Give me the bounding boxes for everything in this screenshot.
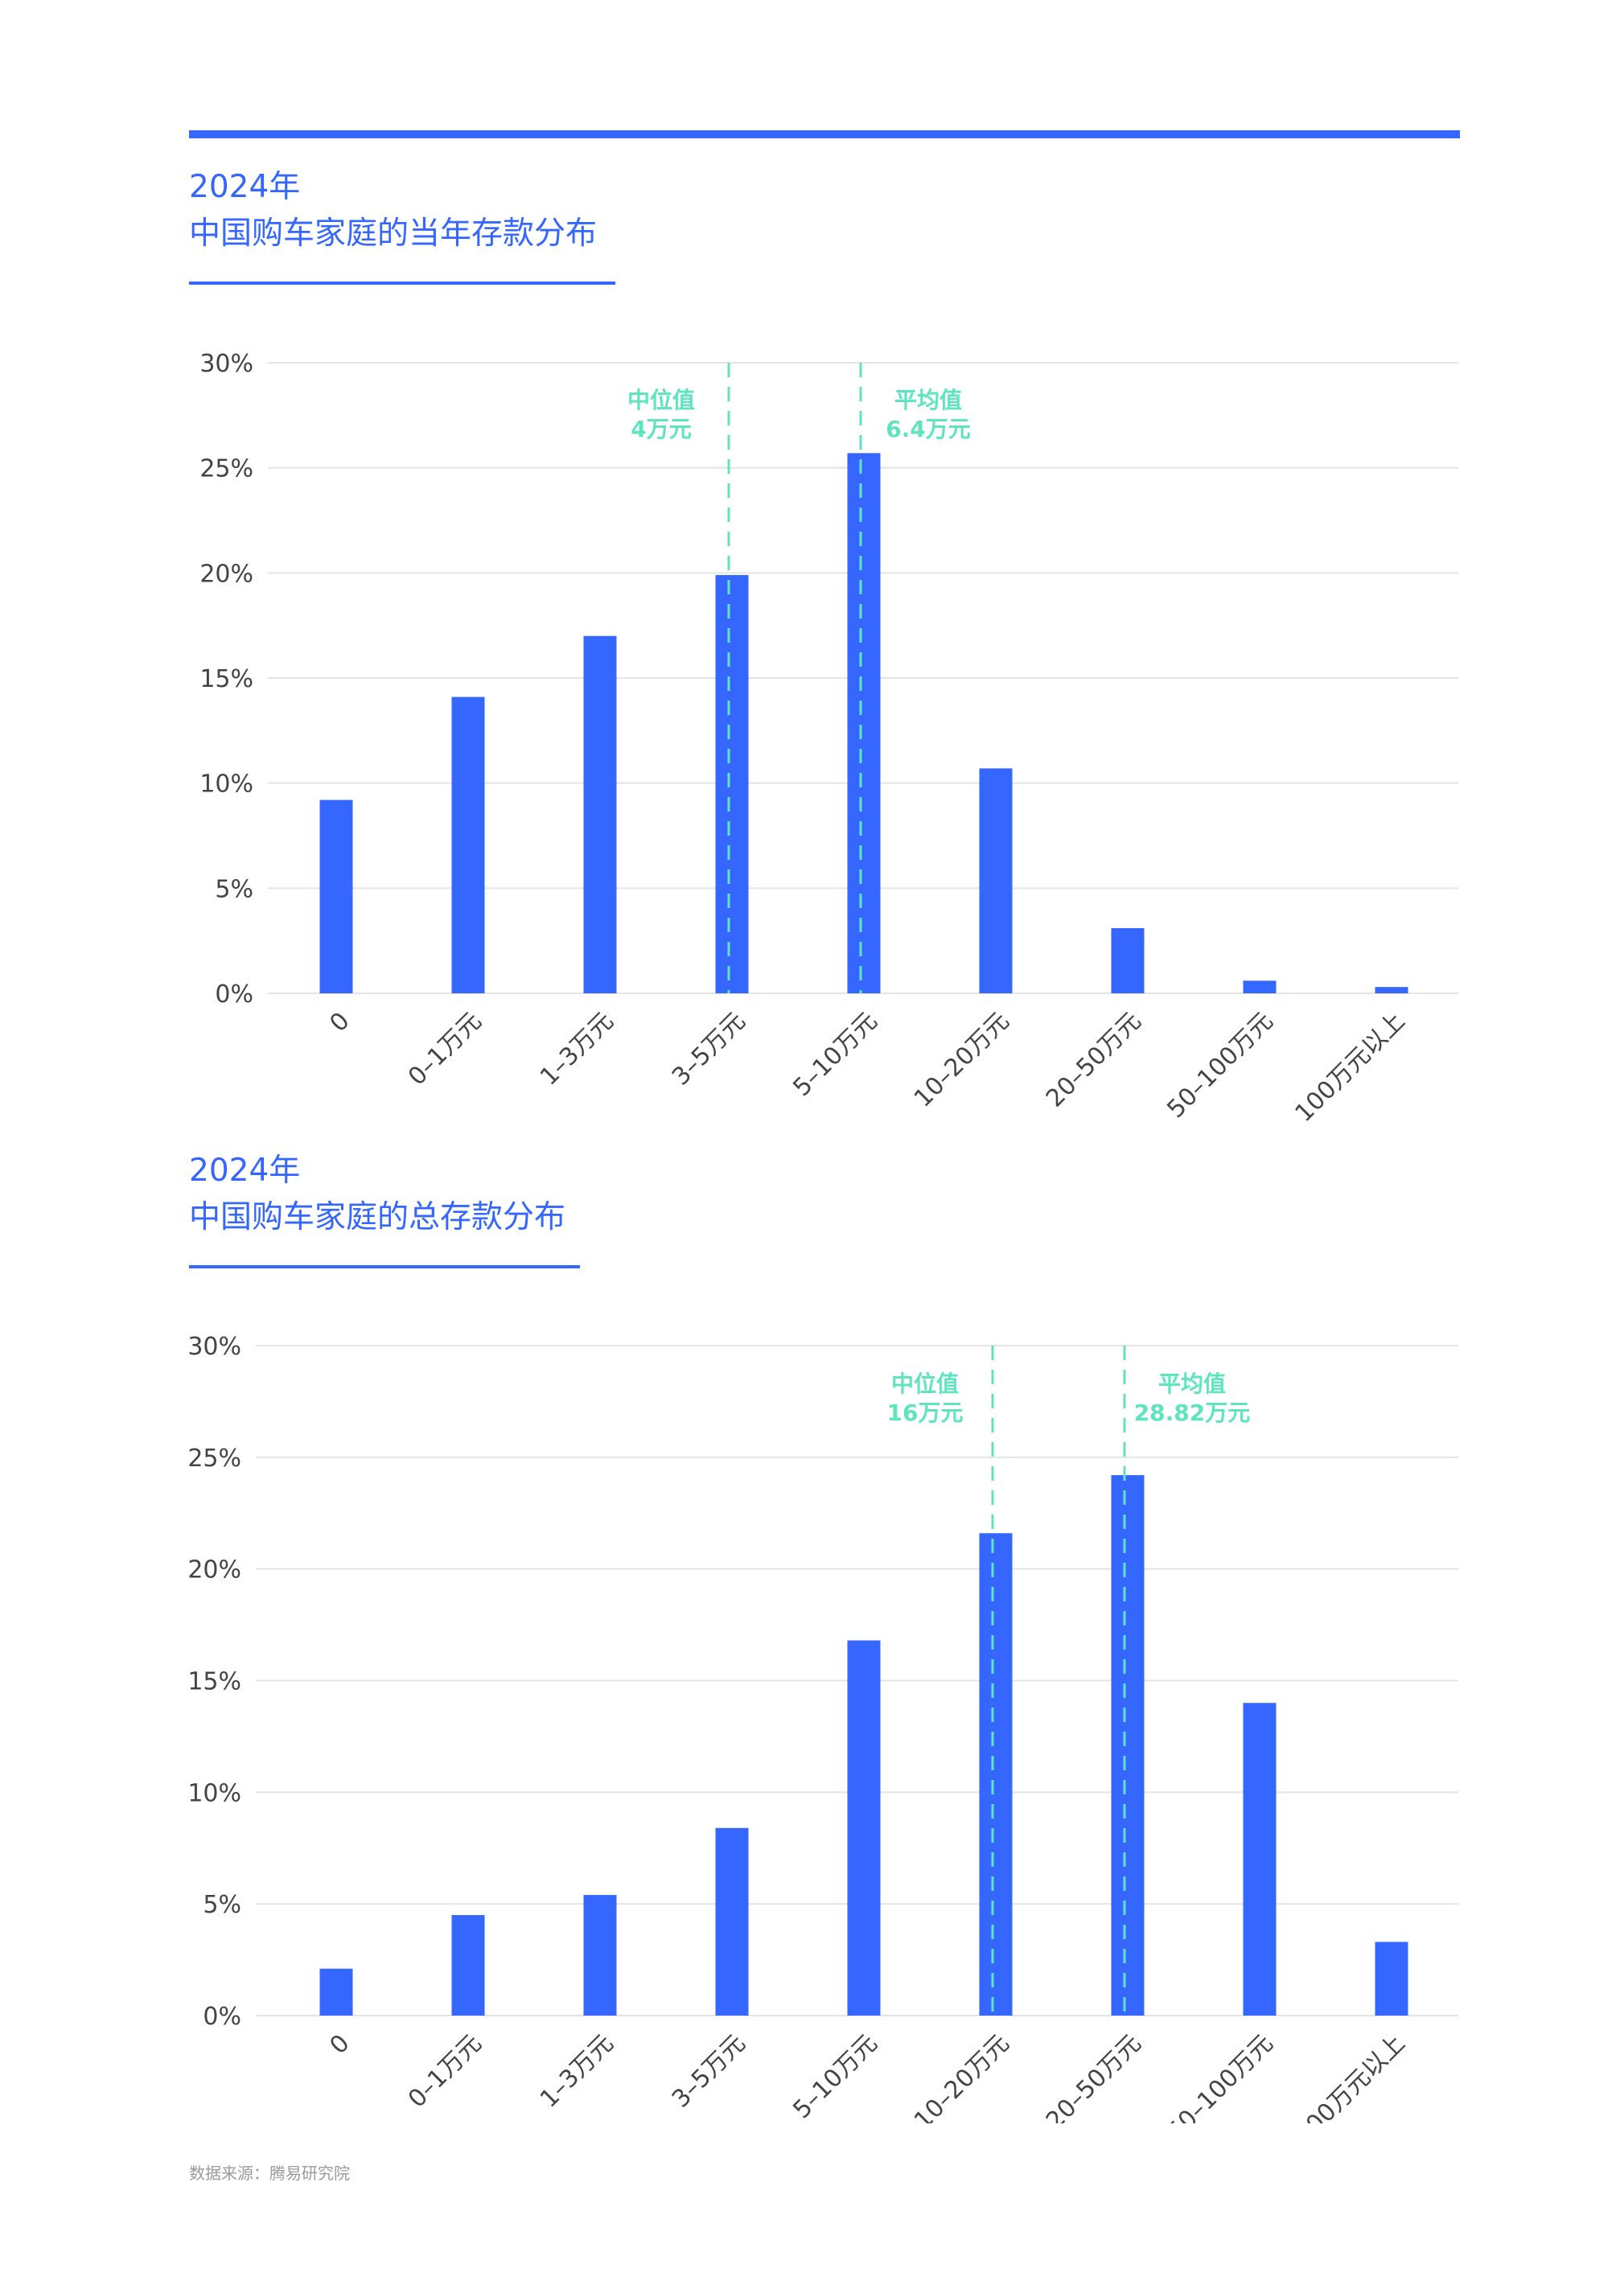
chart1-annotation-label: 中位值 bbox=[627, 387, 695, 413]
chart2-title-year: 2024年 bbox=[189, 1153, 301, 1189]
chart2-y-tick-label: 30% bbox=[187, 1333, 241, 1361]
chart1-bar bbox=[715, 574, 749, 993]
chart1-x-tick-label: 100万元以上 bbox=[1290, 1007, 1411, 1126]
chart2-bar bbox=[1243, 1703, 1277, 2016]
chart1-bar bbox=[1111, 927, 1145, 993]
chart1-annotation-value: 4万元 bbox=[631, 416, 691, 442]
chart2-y-tick-label: 15% bbox=[187, 1668, 241, 1696]
chart1-title-heading: 中国购车家庭的当年存款分布 bbox=[189, 216, 598, 252]
chart1-y-tick-label: 15% bbox=[199, 665, 253, 693]
chart1-x-tick-label: 5–10万元 bbox=[787, 1007, 882, 1102]
chart1-title-year: 2024年 bbox=[189, 169, 301, 205]
chart2-title-heading: 中国购车家庭的总存款分布 bbox=[189, 1199, 566, 1235]
chart2-x-tick-label: 0–1万元 bbox=[403, 2029, 487, 2114]
chart1-y-tick-label: 20% bbox=[199, 560, 253, 588]
chart2-title: 2024年 中国购车家庭的总存款分布 bbox=[189, 1148, 565, 1241]
chart2-x-tick-label: 10–20万元 bbox=[909, 2029, 1015, 2123]
chart2-x-tick-label: 0 bbox=[324, 2029, 355, 2060]
chart2-annotation-label: 中位值 bbox=[891, 1371, 959, 1397]
chart1-x-tick-label: 0–1万元 bbox=[403, 1007, 487, 1091]
chart2-annotation-value: 16万元 bbox=[887, 1399, 964, 1426]
chart1-y-tick-label: 10% bbox=[199, 771, 253, 799]
top-accent-rule bbox=[189, 130, 1460, 138]
chart1-x-tick-label: 1–3万元 bbox=[535, 1007, 619, 1091]
chart2-bar bbox=[715, 1827, 749, 2016]
chart1-bar bbox=[1375, 987, 1408, 993]
chart1-bar bbox=[847, 453, 881, 993]
chart1-y-tick-label: 5% bbox=[215, 875, 253, 903]
chart2-annotation-value: 28.82万元 bbox=[1134, 1399, 1251, 1426]
chart1-y-tick-label: 30% bbox=[199, 350, 253, 378]
chart2-x-tick-label: 1–3万元 bbox=[535, 2029, 619, 2114]
chart1-savings-this-year: 0% 5% 10% 15% 20% 25% 30% 0 0–1万元 1–3万元 3–5万元 5–10万… bbox=[199, 350, 1458, 1126]
chart2-bar bbox=[979, 1533, 1013, 2016]
chart1-title-underline bbox=[189, 282, 615, 285]
chart2-x-tick-label: 3–5万元 bbox=[667, 2029, 751, 2114]
chart2-title-underline bbox=[189, 1265, 580, 1268]
chart2-y-tick-label: 0% bbox=[203, 2003, 241, 2031]
chart2-x-tick-label: 5–10万元 bbox=[787, 2029, 882, 2123]
chart1-y-tick-label: 25% bbox=[199, 455, 253, 483]
data-source-note: 数据来源：腾易研究院 bbox=[189, 2164, 350, 2183]
chart1-x-tick-label: 10–20万元 bbox=[909, 1007, 1015, 1113]
chart2-y-tick-label: 5% bbox=[203, 1891, 241, 1919]
chart2-x-tick-label: 50–100万元 bbox=[1161, 2029, 1278, 2123]
chart2-y-tick-label: 10% bbox=[187, 1779, 241, 1807]
chart1-x-tick-label: 3–5万元 bbox=[667, 1007, 751, 1091]
chart1-bar bbox=[451, 697, 485, 993]
chart1-y-tick-label: 0% bbox=[215, 980, 253, 1009]
chart2-bar bbox=[1111, 1475, 1145, 2016]
chart1-bar bbox=[979, 768, 1013, 993]
chart1-x-tick-label: 50–100万元 bbox=[1161, 1007, 1278, 1124]
chart2-x-tick-label: 20–50万元 bbox=[1041, 2029, 1147, 2123]
chart2-bar bbox=[1375, 1942, 1408, 2016]
chart2-y-tick-label: 25% bbox=[187, 1445, 241, 1473]
chart1-annotation-label: 平均值 bbox=[894, 387, 962, 413]
chart2-y-tick-label: 20% bbox=[187, 1556, 241, 1584]
chart2-total-savings: 0% 5% 10% 15% 20% 25% 30% 0 0–1万元 1–3万元 3–5万元 5–10万… bbox=[187, 1333, 1458, 2123]
chart2-bar bbox=[451, 1915, 485, 2016]
chart2-bar bbox=[847, 1640, 881, 2016]
chart1-bar bbox=[1243, 980, 1277, 993]
chart2-bar bbox=[583, 1895, 617, 2016]
chart2-bar bbox=[319, 1968, 353, 2016]
chart2-annotation-label: 平均值 bbox=[1158, 1371, 1226, 1397]
chart1-x-tick-label: 0 bbox=[324, 1007, 355, 1038]
chart1-title: 2024年 中国购车家庭的当年存款分布 bbox=[189, 164, 597, 257]
chart2-x-tick-label: 100万元以上 bbox=[1290, 2029, 1411, 2123]
chart1-annotation-value: 6.4万元 bbox=[886, 416, 971, 442]
chart1-x-tick-label: 20–50万元 bbox=[1041, 1007, 1147, 1113]
chart1-bar bbox=[583, 635, 617, 993]
chart1-bar bbox=[319, 799, 353, 993]
